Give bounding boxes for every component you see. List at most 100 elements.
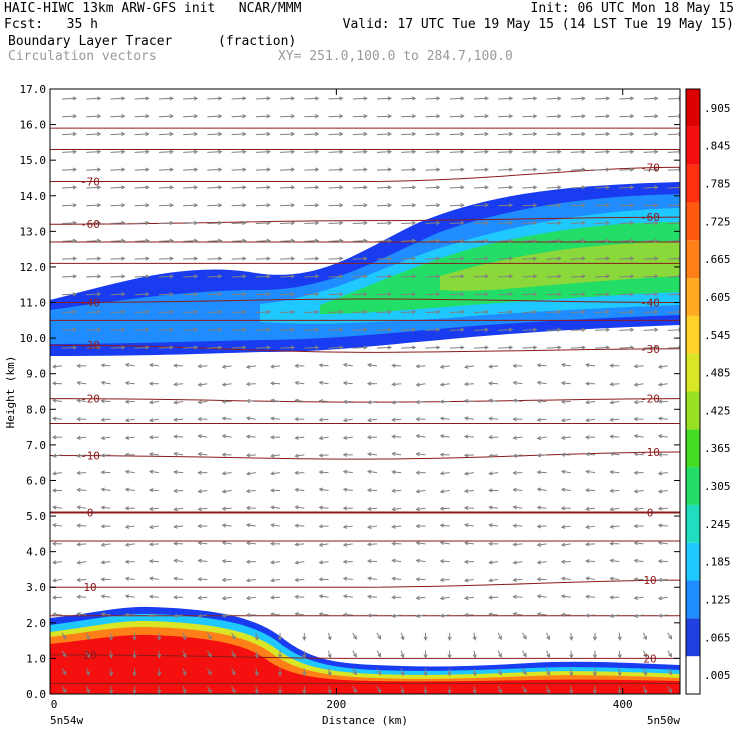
vector-arrow [619, 203, 635, 208]
vector-shaft [149, 507, 159, 510]
vector-head [629, 220, 635, 226]
vector-arrow [376, 292, 393, 297]
vector-shaft [280, 293, 295, 296]
vector-shaft [425, 311, 440, 314]
vector-head [342, 524, 348, 529]
vector-head [363, 327, 368, 332]
vector-shaft [222, 383, 232, 386]
vector-shaft [595, 133, 610, 136]
vector-shaft [521, 668, 527, 675]
vector-head [290, 345, 296, 350]
vector-head [532, 131, 538, 137]
vector-arrow [633, 434, 644, 439]
vector-head [508, 274, 514, 279]
upper-layer-core [440, 242, 680, 291]
vector-shaft [255, 186, 270, 189]
vector-head [411, 220, 417, 226]
vector-head [415, 382, 421, 387]
vector-shaft [619, 168, 634, 171]
vector-arrow [376, 185, 393, 190]
vector-arrow [473, 114, 489, 119]
vector-head [629, 274, 635, 279]
vector-shaft [85, 632, 90, 640]
vector-shaft [667, 240, 680, 242]
vector-head [633, 489, 639, 494]
vector-arrow [110, 131, 126, 137]
vector-arrow [255, 185, 271, 190]
vector-head [290, 220, 296, 226]
vector-shaft [222, 524, 232, 527]
vector-head [342, 612, 348, 617]
vector-head [508, 345, 514, 350]
vector-head [339, 220, 344, 226]
vector-arrow [183, 167, 199, 172]
vector-head [657, 506, 663, 511]
vector-head [387, 309, 393, 315]
vector-shaft [134, 97, 149, 100]
vector-shaft [280, 115, 295, 118]
vector-arrow [536, 560, 547, 565]
vector-arrow [536, 417, 547, 422]
vector-arrow [231, 131, 247, 137]
vector-arrow [245, 523, 256, 528]
vector-arrow [366, 613, 378, 618]
vector-shaft [61, 151, 77, 153]
vector-head [605, 114, 611, 119]
vector-head [508, 185, 514, 190]
vector-shaft [513, 543, 523, 546]
vector-arrow [536, 612, 547, 617]
vector-head [302, 636, 307, 641]
vector-head [436, 96, 441, 101]
vector-shaft [570, 97, 585, 100]
vector-arrow [302, 668, 307, 677]
vector-head [512, 594, 517, 599]
vector-arrow [327, 686, 332, 694]
vector-shaft [513, 382, 523, 385]
vector-shaft [497, 685, 502, 693]
vector-shaft [319, 561, 329, 564]
vector-arrow [51, 488, 63, 493]
vector-arrow [449, 274, 465, 279]
vector-head [148, 400, 154, 405]
vector-head [460, 309, 465, 315]
vector-shaft [561, 382, 571, 385]
vector-arrow [157, 632, 162, 641]
vector-arrow [643, 668, 648, 676]
vector-shaft [352, 275, 367, 278]
vector-shaft [319, 436, 329, 439]
vector-head [193, 185, 199, 190]
vector-shaft [537, 454, 547, 457]
vector-head [512, 417, 517, 422]
vector-shaft [367, 560, 378, 563]
vector-head [629, 203, 635, 208]
vector-arrow [270, 381, 281, 386]
vector-arrow [280, 96, 296, 101]
boundary-layer-red [50, 634, 680, 694]
vector-head [290, 96, 296, 101]
vector-head [169, 220, 174, 226]
vector-arrow [643, 185, 659, 190]
vector-head [51, 595, 57, 600]
vector-head [245, 434, 251, 439]
vector-head [254, 653, 259, 659]
vector-arrow [342, 380, 353, 386]
vector-head [484, 309, 489, 315]
vector-shaft [352, 632, 357, 640]
vector-arrow [61, 668, 67, 676]
vector-shaft [618, 632, 621, 640]
vector-shaft [513, 436, 523, 439]
vector-head [512, 363, 517, 369]
vector-arrow [318, 505, 329, 510]
vector-arrow [280, 185, 296, 190]
vector-arrow [231, 96, 247, 101]
vector-head [342, 576, 348, 581]
vector-shaft [473, 186, 488, 189]
vector-head [145, 345, 150, 350]
vector-arrow [207, 220, 223, 226]
vector-head [488, 523, 493, 528]
vector-head [314, 256, 320, 261]
vector-head [51, 381, 57, 386]
vector-head [581, 256, 586, 261]
vector-shaft [255, 204, 270, 207]
vector-shaft [368, 470, 378, 474]
